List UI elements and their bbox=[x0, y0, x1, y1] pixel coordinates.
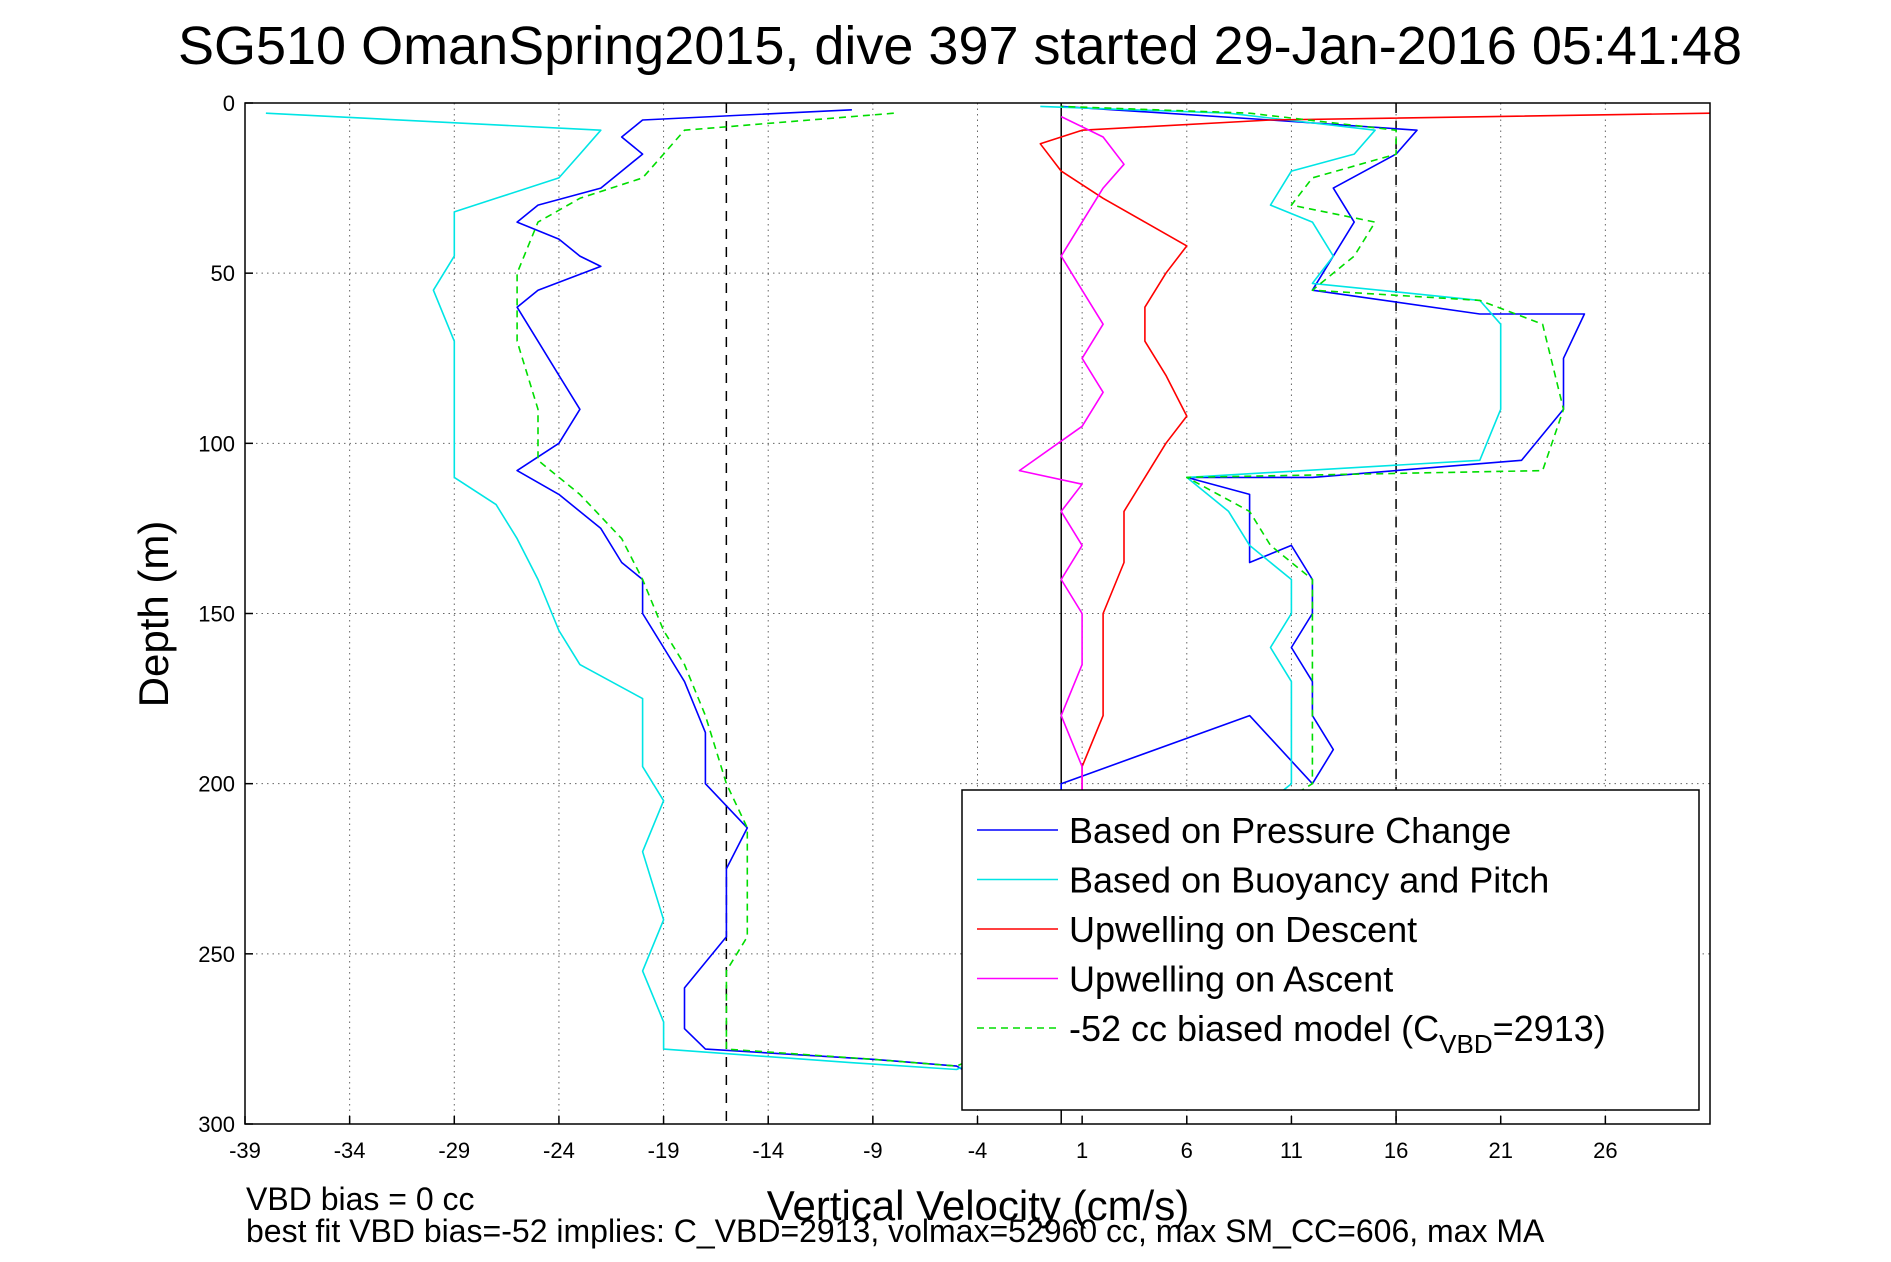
x-tick-label: -19 bbox=[648, 1138, 680, 1163]
x-tick-label: 16 bbox=[1384, 1138, 1408, 1163]
x-tick-label: -39 bbox=[229, 1138, 261, 1163]
chart-title: SG510 OmanSpring2015, dive 397 started 2… bbox=[178, 16, 1742, 76]
legend-label-2: Upwelling on Descent bbox=[1069, 909, 1417, 950]
x-axis-label: Vertical Velocity (cm/s) bbox=[767, 1182, 1189, 1229]
legend-label-subscript: VBD bbox=[1439, 1029, 1492, 1059]
x-tick-label: 26 bbox=[1593, 1138, 1617, 1163]
legend-label-0: Based on Pressure Change bbox=[1069, 810, 1511, 851]
x-tick-label: -14 bbox=[752, 1138, 784, 1163]
x-tick-label: -4 bbox=[968, 1138, 988, 1163]
series-line-2 bbox=[1039, 112, 1711, 791]
plot-frame bbox=[244, 102, 1711, 1125]
best-fit-note: best fit VBD bias=-52 implies: C_VBD=291… bbox=[246, 1213, 1545, 1249]
series-line-1 bbox=[265, 105, 1502, 1071]
legend: Based on Pressure Change Based on Buoyanc… bbox=[961, 789, 1700, 1111]
y-tick-label: 200 bbox=[198, 772, 235, 797]
legend-label-1: Based on Buoyancy and Pitch bbox=[1069, 860, 1549, 901]
x-tick-label: 6 bbox=[1181, 1138, 1193, 1163]
series-line-0 bbox=[516, 105, 1586, 1091]
y-tick-label: 50 bbox=[211, 261, 235, 286]
legend-box bbox=[961, 789, 1700, 1111]
x-tick-label: -34 bbox=[334, 1138, 366, 1163]
y-tick-label: 0 bbox=[223, 91, 235, 116]
legend-label-3: Upwelling on Ascent bbox=[1069, 959, 1393, 1000]
y-tick-label: 150 bbox=[198, 602, 235, 627]
legend-label-4: -52 cc biased model (CVBD=2913) bbox=[1069, 1008, 1606, 1059]
y-axis-label: Depth (m) bbox=[130, 521, 177, 708]
x-tick-labels: -39 -34 -29 -24 -19 -14 -9 -4 1 6 11 16 21 26 bbox=[229, 1138, 1617, 1163]
y-tick-label: 250 bbox=[198, 942, 235, 967]
x-tick-label: 21 bbox=[1488, 1138, 1512, 1163]
x-tick-label: -24 bbox=[543, 1138, 575, 1163]
legend-label-tail: =2913) bbox=[1493, 1008, 1606, 1049]
legend-label-main: -52 cc biased model (C bbox=[1069, 1008, 1439, 1049]
x-tick-label: 1 bbox=[1076, 1138, 1088, 1163]
x-tick-label: -9 bbox=[863, 1138, 883, 1163]
y-tick-label: 300 bbox=[198, 1112, 235, 1137]
y-tick-labels: 0 50 100 150 200 250 300 bbox=[198, 91, 235, 1137]
series-line-3 bbox=[1018, 115, 1125, 791]
vbd-bias-note: VBD bias = 0 cc bbox=[246, 1181, 475, 1217]
y-tick-label: 100 bbox=[198, 431, 235, 456]
x-tick-label: 11 bbox=[1280, 1138, 1303, 1163]
series-line-4 bbox=[516, 105, 1565, 1067]
x-tick-label: -29 bbox=[438, 1138, 470, 1163]
series-lines bbox=[265, 105, 1711, 1091]
